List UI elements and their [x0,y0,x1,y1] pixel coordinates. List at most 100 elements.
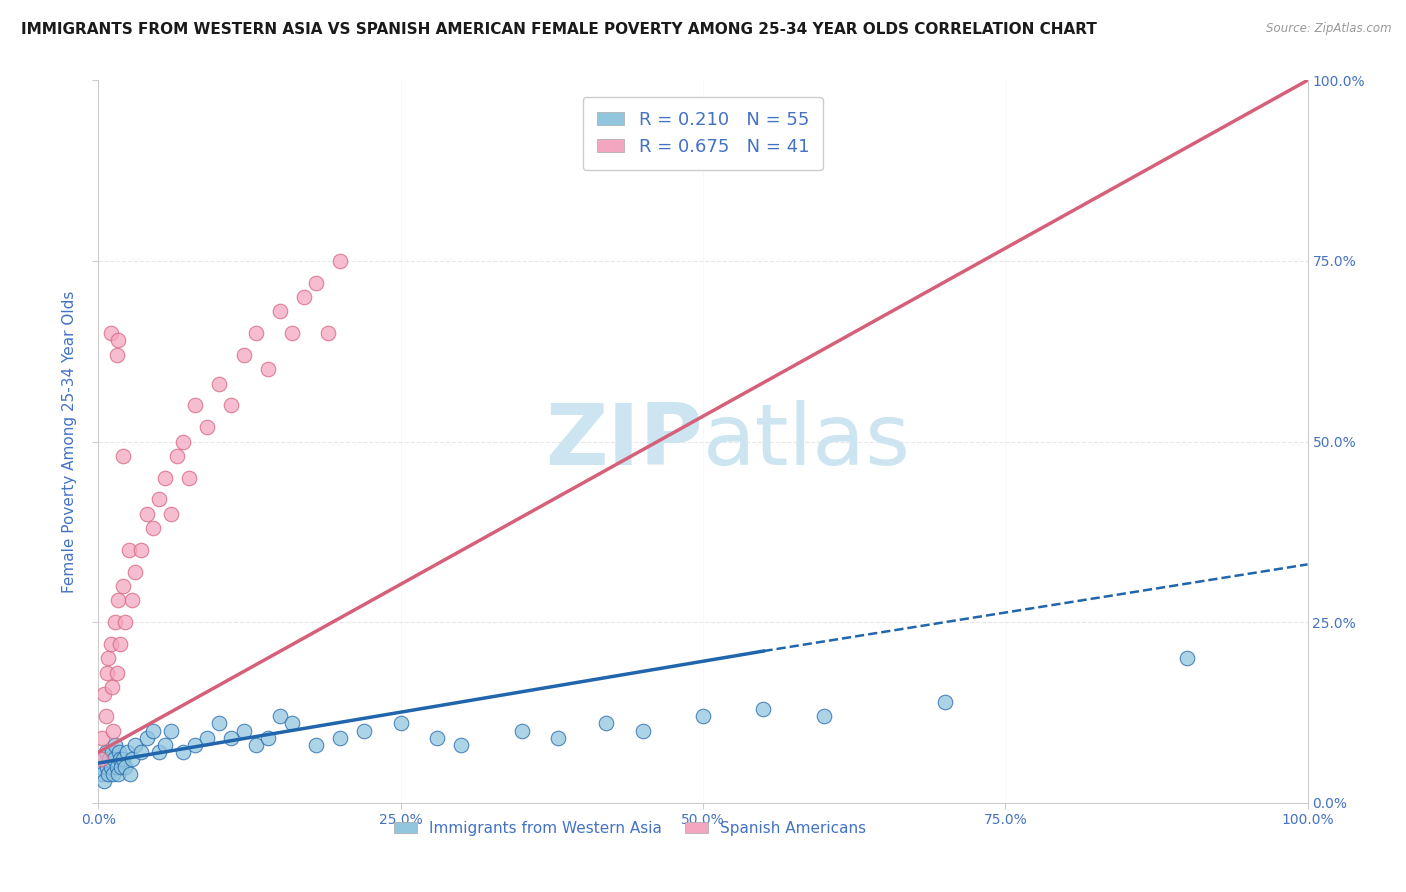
Point [595,716,617,731]
Point [172,745,194,759]
Point [148,745,170,759]
Point [184,738,207,752]
Point [153,738,176,752]
Point [108,637,131,651]
Point [105,760,128,774]
Point [510,723,533,738]
Point [93,774,115,789]
Point [107,767,129,781]
Point [160,507,183,521]
Point [208,716,231,731]
Point [232,723,254,738]
Point [153,471,176,485]
Text: Source: ZipAtlas.com: Source: ZipAtlas.com [1267,22,1392,36]
Point [90,752,112,766]
Point [108,752,131,766]
Y-axis label: Female Poverty Among 25-34 Year Olds: Female Poverty Among 25-34 Year Olds [62,291,77,592]
Point [179,471,201,485]
Point [108,745,131,759]
Point [292,290,315,304]
Point [96,760,118,774]
Point [111,752,134,766]
Point [97,651,120,665]
Point [124,565,146,579]
Point [269,709,291,723]
Point [98,752,121,766]
Point [148,492,170,507]
Point [305,738,328,752]
Point [101,767,124,781]
Text: IMMIGRANTS FROM WESTERN ASIA VS SPANISH AMERICAN FEMALE POVERTY AMONG 25-34 YEAR: IMMIGRANTS FROM WESTERN ASIA VS SPANISH … [21,22,1097,37]
Point [329,253,352,268]
Point [117,745,139,759]
Text: ZIP: ZIP [546,400,703,483]
Point [111,449,134,463]
Point [135,507,157,521]
Point [172,434,194,449]
Point [100,326,122,341]
Point [256,731,278,745]
Point [245,738,267,752]
Legend: Immigrants from Western Asia, Spanish Americans: Immigrants from Western Asia, Spanish Am… [388,815,873,842]
Point [91,731,114,745]
Point [124,738,146,752]
Point [316,326,339,341]
Point [111,579,134,593]
Point [103,752,125,766]
Point [256,362,278,376]
Point [94,709,117,723]
Point [129,542,152,557]
Point [121,593,143,607]
Point [195,420,218,434]
Point [100,680,122,694]
Point [110,760,132,774]
Point [813,709,835,723]
Point [105,665,128,680]
Point [129,745,152,759]
Point [281,326,304,341]
Point [631,723,654,738]
Point [184,398,207,412]
Point [114,760,136,774]
Point [353,723,375,738]
Point [221,731,243,745]
Point [389,716,412,731]
Point [752,702,775,716]
Point [450,738,472,752]
Point [118,542,141,557]
Point [104,738,127,752]
Point [118,767,141,781]
Point [166,449,188,463]
Point [269,304,291,318]
Point [105,348,128,362]
Point [305,276,328,290]
Point [195,731,218,745]
Point [232,348,254,362]
Point [160,723,183,738]
Point [135,731,157,745]
Point [107,593,129,607]
Point [100,760,122,774]
Point [547,731,569,745]
Point [114,615,136,630]
Point [100,745,122,759]
Point [101,723,124,738]
Point [934,695,956,709]
Point [142,723,165,738]
Point [329,731,352,745]
Text: atlas: atlas [703,400,911,483]
Point [107,334,129,348]
Point [104,615,127,630]
Point [121,752,143,766]
Point [281,716,304,731]
Point [245,326,267,341]
Point [208,376,231,391]
Point [142,521,165,535]
Point [91,767,114,781]
Point [91,752,114,766]
Point [426,731,449,745]
Point [90,760,112,774]
Point [96,665,118,680]
Point [1175,651,1198,665]
Point [94,745,117,759]
